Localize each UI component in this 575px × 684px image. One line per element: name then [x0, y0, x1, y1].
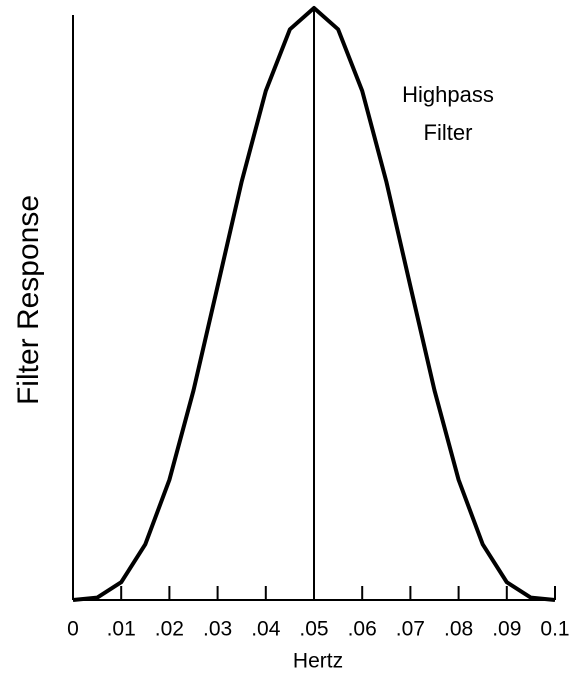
x-tick-label: .05: [299, 618, 328, 641]
x-tick-label: .01: [107, 618, 136, 641]
y-axis-label: Filter Response: [12, 195, 45, 405]
annotation: Filter: [424, 120, 473, 145]
x-axis-label: Hertz: [293, 650, 343, 673]
annotation: Highpass: [402, 82, 494, 107]
x-tick-label: .03: [203, 618, 232, 641]
x-tick-label: 0: [67, 618, 79, 641]
x-tick-label: .08: [444, 618, 473, 641]
x-tick-label: .09: [492, 618, 521, 641]
x-tick-label: 0.1: [540, 618, 569, 641]
x-tick-label: .04: [251, 618, 281, 641]
x-tick-label: .07: [396, 618, 425, 641]
line-series: [72, 6, 556, 602]
x-tick-label: .02: [155, 618, 184, 641]
x-tick-label: .06: [348, 618, 377, 641]
